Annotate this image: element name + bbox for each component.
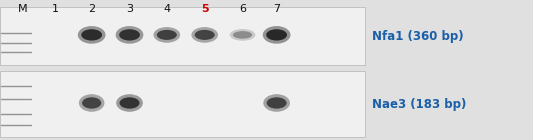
FancyBboxPatch shape bbox=[0, 7, 365, 65]
Text: 3: 3 bbox=[126, 4, 133, 13]
FancyBboxPatch shape bbox=[0, 71, 365, 137]
Text: 5: 5 bbox=[201, 4, 208, 13]
Ellipse shape bbox=[263, 94, 290, 112]
Text: 7: 7 bbox=[273, 4, 280, 13]
Ellipse shape bbox=[191, 27, 218, 43]
Ellipse shape bbox=[116, 94, 143, 112]
Ellipse shape bbox=[119, 29, 140, 41]
Ellipse shape bbox=[266, 97, 287, 109]
Ellipse shape bbox=[81, 29, 102, 41]
Text: 1: 1 bbox=[52, 4, 59, 13]
Ellipse shape bbox=[263, 26, 290, 44]
Ellipse shape bbox=[230, 29, 255, 41]
Ellipse shape bbox=[266, 29, 287, 41]
Text: 4: 4 bbox=[163, 4, 171, 13]
Text: Nfa1 (360 bp): Nfa1 (360 bp) bbox=[372, 30, 464, 43]
Ellipse shape bbox=[233, 31, 252, 39]
Ellipse shape bbox=[154, 27, 180, 43]
Ellipse shape bbox=[195, 30, 215, 40]
Ellipse shape bbox=[79, 94, 104, 112]
Text: 6: 6 bbox=[239, 4, 246, 13]
Text: Nae3 (183 bp): Nae3 (183 bp) bbox=[372, 98, 466, 111]
Ellipse shape bbox=[119, 97, 140, 109]
Text: M: M bbox=[18, 4, 28, 13]
Ellipse shape bbox=[82, 97, 101, 109]
Ellipse shape bbox=[157, 30, 177, 40]
Ellipse shape bbox=[78, 26, 106, 44]
Ellipse shape bbox=[116, 26, 143, 44]
Text: 2: 2 bbox=[88, 4, 95, 13]
